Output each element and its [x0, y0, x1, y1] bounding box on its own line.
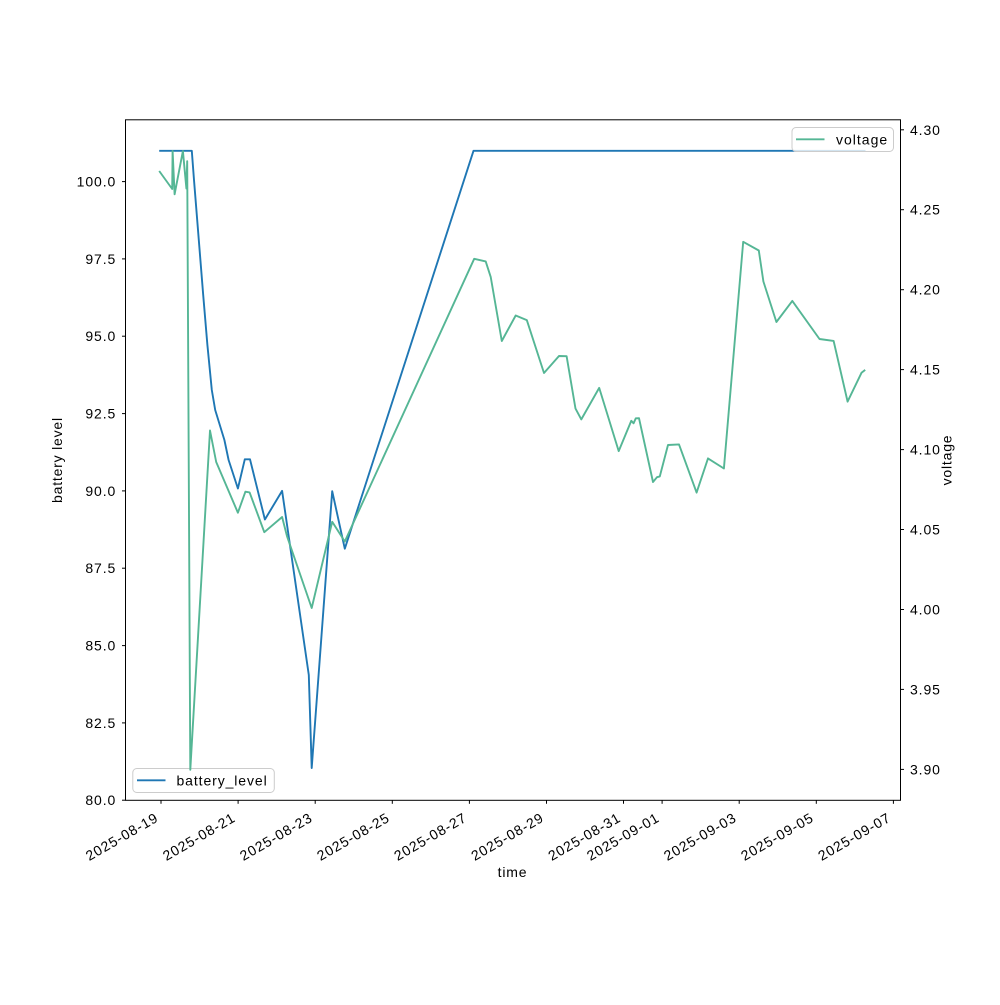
svg-text:battery level: battery level: [49, 417, 65, 503]
svg-text:voltage: voltage: [836, 132, 888, 148]
svg-text:3.95: 3.95: [910, 681, 941, 697]
svg-text:92.5: 92.5: [85, 406, 116, 422]
svg-text:4.20: 4.20: [910, 282, 941, 298]
svg-text:82.5: 82.5: [85, 715, 116, 731]
svg-text:87.5: 87.5: [85, 560, 116, 576]
svg-text:4.10: 4.10: [910, 442, 941, 458]
svg-text:100.0: 100.0: [77, 174, 117, 190]
svg-text:battery_level: battery_level: [177, 773, 268, 789]
svg-text:85.0: 85.0: [85, 638, 116, 654]
svg-text:4.30: 4.30: [910, 122, 941, 138]
svg-text:4.15: 4.15: [910, 362, 941, 378]
svg-text:voltage: voltage: [939, 435, 955, 486]
svg-text:3.90: 3.90: [910, 761, 941, 777]
svg-text:time: time: [498, 864, 528, 880]
svg-text:4.25: 4.25: [910, 202, 941, 218]
svg-text:4.00: 4.00: [910, 602, 941, 618]
svg-text:90.0: 90.0: [85, 483, 116, 499]
svg-text:95.0: 95.0: [85, 328, 116, 344]
svg-text:80.0: 80.0: [85, 792, 116, 808]
svg-text:97.5: 97.5: [85, 251, 116, 267]
svg-text:4.05: 4.05: [910, 522, 941, 538]
